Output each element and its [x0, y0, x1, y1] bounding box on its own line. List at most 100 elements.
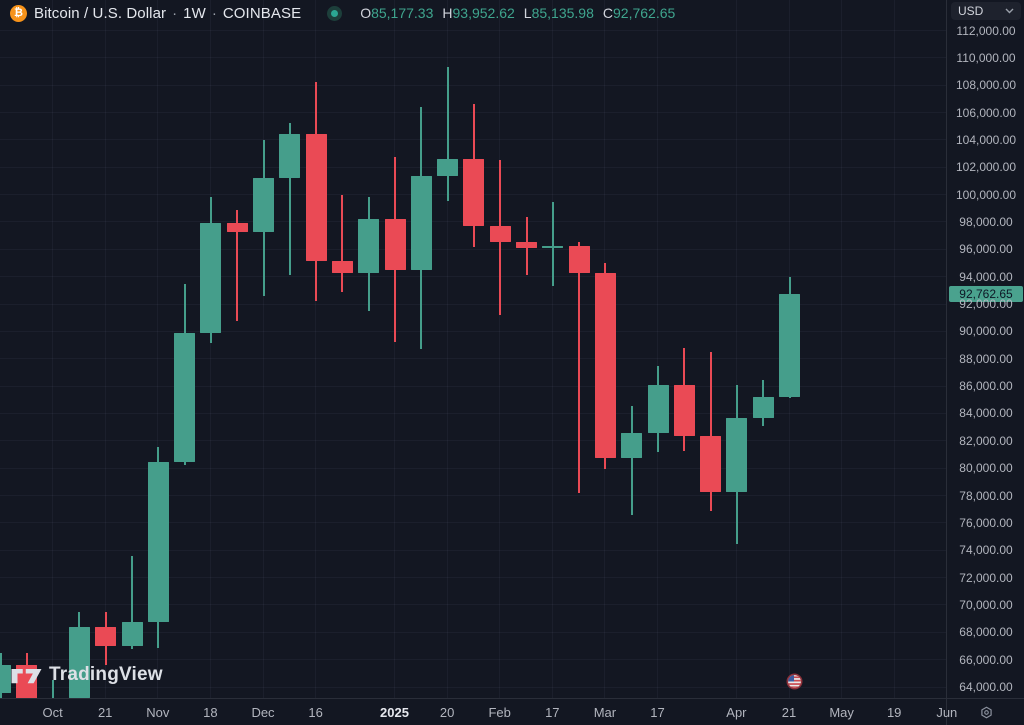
- vertical-gridline: [499, 0, 501, 698]
- price-tick-label: 84,000.00: [959, 406, 1013, 421]
- vertical-gridline: [446, 0, 448, 698]
- candle: [594, 272, 616, 459]
- vertical-gridline: [841, 0, 843, 698]
- price-tick-label: 70,000.00: [959, 597, 1013, 612]
- horizontal-gridline: [0, 385, 946, 387]
- candle-wick: [341, 195, 344, 292]
- horizontal-gridline: [0, 358, 946, 360]
- candle: [331, 260, 353, 274]
- market-status-dot-icon[interactable]: [327, 5, 343, 21]
- symbol-title[interactable]: Bitcoin / U.S. Dollar: [34, 4, 167, 22]
- price-tick-label: 74,000.00: [959, 543, 1013, 558]
- price-tick-label: 102,000.00: [955, 160, 1017, 175]
- price-tick-label: 80,000.00: [959, 461, 1013, 476]
- title-separator: ·: [172, 4, 178, 22]
- time-tick-label: Apr: [726, 705, 747, 720]
- price-tick-label: 78,000.00: [959, 488, 1013, 503]
- candle: [253, 177, 274, 232]
- time-tick-label: 21: [781, 705, 797, 720]
- currency-dropdown-value: USD: [958, 4, 984, 18]
- price-tick-label: 92,000.00: [959, 297, 1013, 312]
- candle-wick: [551, 201, 554, 286]
- time-axis[interactable]: Oct 21 Nov 18 Dec 16 2025 20 Feb 17 Mar 17 Apr 21 May 1…: [0, 698, 1024, 725]
- time-tick-label: Nov: [146, 705, 170, 720]
- horizontal-gridline: [0, 659, 946, 661]
- horizontal-gridline: [0, 30, 946, 31]
- tradingview-logo[interactable]: TradingView: [10, 662, 163, 688]
- vertical-gridline: [657, 0, 658, 698]
- vertical-gridline: [209, 0, 211, 698]
- price-tick-label: 82,000.00: [959, 433, 1013, 448]
- chevron-down-icon: [1005, 8, 1014, 14]
- candle: [516, 241, 537, 248]
- open-value: 85,177.33: [371, 5, 434, 21]
- candle: [358, 218, 380, 274]
- price-tick-label: 104,000.00: [955, 132, 1017, 147]
- currency-dropdown[interactable]: USD: [951, 2, 1021, 20]
- candle: [410, 176, 432, 270]
- close-label: C: [602, 5, 614, 21]
- open-label: O: [360, 5, 372, 21]
- horizontal-gridline: [0, 604, 946, 606]
- exchange-label[interactable]: COINBASE: [222, 4, 302, 22]
- candle: [568, 245, 590, 273]
- candle: [463, 159, 485, 227]
- vertical-gridline: [315, 0, 317, 698]
- gear-icon[interactable]: [979, 705, 994, 720]
- price-axis[interactable]: USD 92,762.65 112,000.00 110,000.00 108,00…: [946, 0, 1024, 698]
- candle-wick: [236, 210, 239, 321]
- price-tick-label: 86,000.00: [959, 379, 1013, 394]
- time-tick-label: 17: [545, 705, 560, 720]
- candle: [147, 462, 169, 623]
- symbol-legend: ₿ Bitcoin / U.S. Dollar · 1W · COINBASE …: [10, 4, 675, 22]
- candle: [279, 133, 301, 178]
- price-tick-label: 98,000.00: [959, 214, 1013, 229]
- horizontal-gridline: [0, 440, 946, 442]
- time-tick-label: Mar: [593, 705, 617, 720]
- candle-wick: [52, 680, 55, 698]
- candle: [200, 222, 222, 334]
- candle: [437, 159, 459, 177]
- vertical-gridline: [394, 0, 395, 698]
- price-tick-label: 94,000.00: [959, 269, 1013, 284]
- candle: [621, 432, 643, 459]
- horizontal-gridline: [0, 467, 946, 469]
- candle-wick: [288, 122, 291, 275]
- candle: [542, 245, 564, 248]
- interval-label[interactable]: 1W: [183, 4, 206, 22]
- time-tick-label: Dec: [251, 705, 275, 720]
- price-tick-label: 96,000.00: [959, 242, 1013, 257]
- high-value: 93,952.62: [452, 5, 515, 21]
- horizontal-gridline: [0, 686, 946, 688]
- candle-wick: [446, 66, 449, 201]
- time-tick-label: 17: [650, 705, 665, 720]
- horizontal-gridline: [0, 330, 946, 332]
- time-tick-label: Jun: [936, 705, 958, 720]
- high-label: H: [442, 5, 453, 21]
- candle: [384, 218, 406, 270]
- axis-settings-corner[interactable]: [946, 699, 1024, 725]
- candle: [726, 417, 748, 492]
- price-tick-label: 90,000.00: [959, 324, 1013, 339]
- price-tick-label: 68,000.00: [959, 625, 1013, 640]
- horizontal-gridline: [0, 248, 946, 250]
- candle: [489, 226, 511, 242]
- price-tick-label: 100,000.00: [955, 187, 1017, 202]
- candle: [700, 435, 722, 492]
- low-value: 85,135.98: [531, 5, 594, 21]
- chart-pane[interactable]: [0, 0, 946, 698]
- time-tick-label: 19: [886, 705, 902, 720]
- time-tick-label: 16: [308, 705, 323, 720]
- candle: [121, 622, 143, 646]
- horizontal-gridline: [0, 549, 946, 551]
- current-price-label: 92,762.65: [949, 285, 1023, 302]
- us-flag-event-icon[interactable]: [786, 673, 803, 690]
- vertical-gridline: [104, 0, 106, 698]
- candle: [95, 627, 117, 646]
- close-value: 92,762.65: [613, 5, 676, 21]
- price-tick-label: 108,000.00: [955, 78, 1017, 93]
- candle: [752, 397, 774, 418]
- candle: [779, 293, 800, 398]
- bitcoin-logo-icon: ₿: [10, 4, 27, 22]
